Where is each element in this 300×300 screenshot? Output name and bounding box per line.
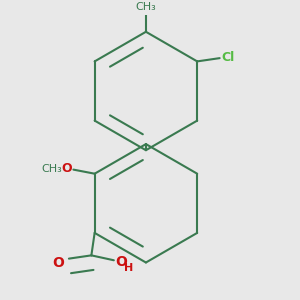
Text: O: O	[52, 256, 64, 270]
Text: Cl: Cl	[221, 51, 235, 64]
Text: O: O	[116, 255, 127, 269]
Text: H: H	[124, 262, 133, 273]
Text: O: O	[61, 162, 72, 175]
Text: CH₃: CH₃	[136, 2, 156, 12]
Text: CH₃: CH₃	[41, 164, 62, 174]
